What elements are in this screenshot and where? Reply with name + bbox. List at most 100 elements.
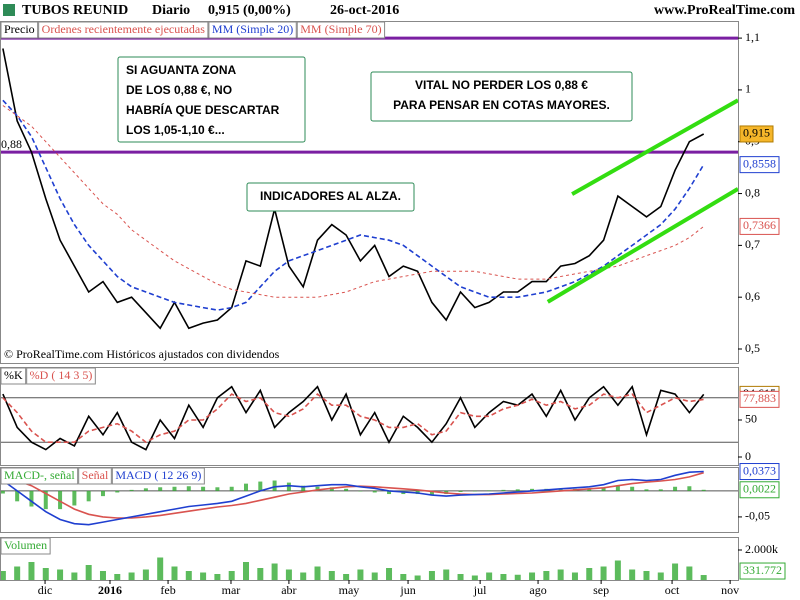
last-value-box bbox=[739, 125, 774, 143]
legend-box bbox=[78, 467, 112, 485]
legend-entry: Precio bbox=[4, 22, 35, 36]
bar bbox=[643, 571, 650, 580]
symbol: TUBOS REUNID bbox=[22, 3, 128, 18]
y-tick-label: 0 bbox=[745, 449, 751, 463]
last-value-label: 0,0373 bbox=[743, 463, 776, 477]
last-value-label: 331.772 bbox=[743, 563, 782, 577]
x-tick-label: ago bbox=[529, 583, 546, 597]
bar bbox=[272, 480, 277, 491]
legend-box bbox=[0, 367, 27, 385]
series-line bbox=[2, 393, 704, 444]
bar bbox=[271, 563, 278, 580]
panel bbox=[0, 384, 738, 451]
bar bbox=[128, 572, 135, 580]
quote: 0,915 (0,00%) bbox=[208, 3, 291, 18]
y-tick-label: 0,8 bbox=[745, 185, 760, 199]
bar bbox=[601, 487, 606, 491]
bar bbox=[57, 569, 64, 580]
annotation-box bbox=[370, 71, 633, 122]
annotation-text: PARA PENSAR EN COTAS MAYORES. bbox=[393, 98, 610, 112]
series-line bbox=[2, 105, 705, 298]
bar bbox=[657, 572, 664, 580]
bar bbox=[214, 574, 221, 580]
bar bbox=[372, 490, 377, 493]
last-value-label: 0,8558 bbox=[743, 156, 776, 170]
bar bbox=[701, 489, 706, 491]
bar bbox=[201, 486, 206, 491]
bar bbox=[571, 572, 578, 580]
legend-box bbox=[26, 367, 96, 385]
panel-frame bbox=[0, 537, 739, 581]
x-tick-label: mar bbox=[222, 583, 241, 597]
bar bbox=[300, 572, 307, 580]
bar bbox=[343, 574, 350, 580]
legend-box bbox=[111, 467, 205, 485]
last-value-label: 0,0022 bbox=[743, 482, 776, 496]
x-tick-label: dic bbox=[38, 583, 53, 597]
bar bbox=[328, 571, 335, 580]
legend-box bbox=[0, 467, 79, 485]
legend-entry: Ordenes recientemente ejecutadas bbox=[42, 22, 206, 36]
panel-frame bbox=[0, 467, 739, 533]
bar bbox=[543, 571, 550, 580]
series-line bbox=[2, 470, 704, 526]
bar bbox=[443, 569, 450, 580]
bar bbox=[171, 566, 178, 580]
bar bbox=[228, 571, 235, 580]
legend-box bbox=[0, 537, 51, 555]
bar bbox=[215, 487, 220, 491]
bar bbox=[358, 490, 363, 492]
bar bbox=[129, 489, 134, 491]
bar bbox=[186, 486, 191, 491]
bar bbox=[0, 490, 5, 494]
bar bbox=[29, 490, 34, 507]
bar bbox=[243, 562, 249, 580]
bar bbox=[344, 488, 349, 491]
bar bbox=[614, 560, 621, 580]
legend-entry: %K bbox=[4, 368, 23, 382]
x-tick-label: nov bbox=[721, 583, 739, 597]
series-line bbox=[2, 48, 705, 330]
x-tick-label: sep bbox=[593, 583, 609, 597]
series-line bbox=[2, 99, 705, 311]
bar bbox=[86, 490, 91, 502]
legend-box bbox=[296, 21, 386, 39]
bar bbox=[686, 566, 693, 580]
last-value-label: 77,883 bbox=[743, 391, 776, 405]
last-value-box bbox=[739, 156, 780, 174]
last-value-label: 0,7366 bbox=[743, 218, 776, 232]
bar bbox=[514, 574, 521, 580]
y-tick-label: 50 bbox=[745, 412, 757, 426]
bar bbox=[100, 490, 105, 497]
trend-line bbox=[571, 98, 738, 196]
bar bbox=[314, 566, 321, 580]
bar bbox=[472, 490, 477, 492]
bar bbox=[71, 572, 78, 580]
bar bbox=[673, 486, 678, 491]
bar bbox=[530, 488, 535, 491]
legend-entry: MM (Simple 70) bbox=[300, 22, 381, 36]
legend-entry: Señal bbox=[82, 468, 109, 482]
bar bbox=[15, 490, 20, 502]
bar bbox=[529, 572, 536, 580]
bar bbox=[14, 566, 21, 580]
series-line bbox=[2, 384, 705, 451]
bar bbox=[0, 571, 6, 580]
bar bbox=[357, 569, 364, 580]
bar bbox=[85, 565, 92, 580]
bar bbox=[600, 566, 607, 580]
annotation-text: INDICADORES AL ALZA. bbox=[260, 189, 401, 203]
bar bbox=[286, 482, 291, 491]
panel bbox=[0, 470, 738, 526]
bar bbox=[629, 569, 636, 580]
source-note: © ProRealTime.com Históricos ajustados c… bbox=[4, 347, 280, 361]
bar bbox=[515, 489, 520, 491]
bar bbox=[315, 486, 320, 491]
bar bbox=[244, 483, 248, 491]
bar bbox=[486, 572, 493, 580]
bar bbox=[285, 569, 292, 580]
bar bbox=[42, 568, 49, 580]
x-tick-label: jul bbox=[473, 583, 487, 597]
legend-entry: Volumen bbox=[4, 538, 47, 552]
bar bbox=[301, 485, 306, 491]
